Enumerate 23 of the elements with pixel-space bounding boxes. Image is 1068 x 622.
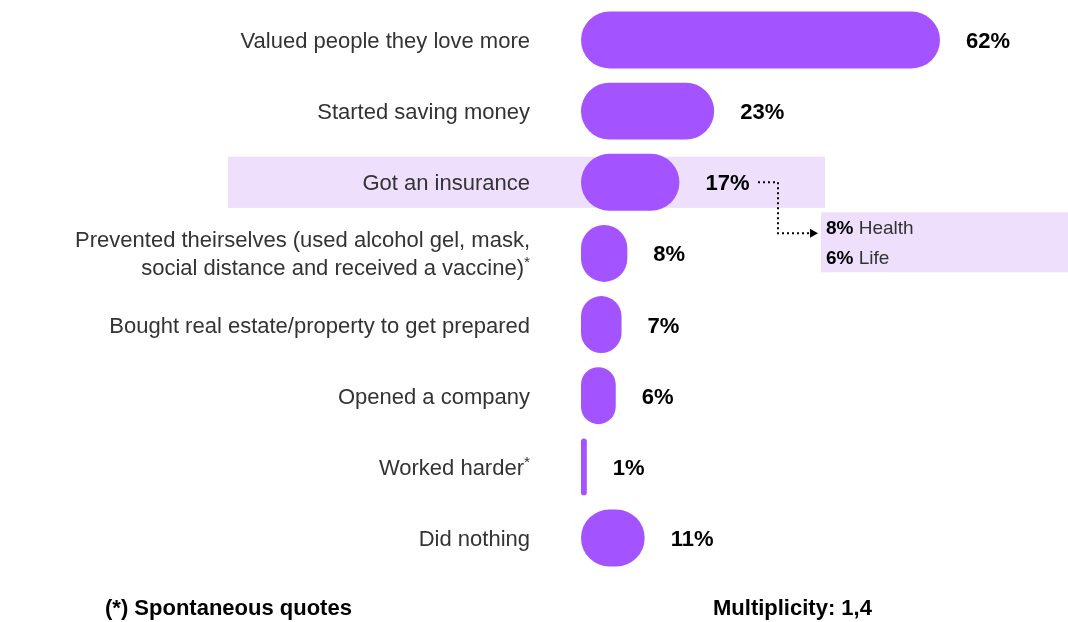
y-tick-label: Opened a company [337,383,530,409]
annotation: 8% Health [826,217,914,239]
data-label: 11% [670,525,714,551]
data-label: 7% [647,312,680,338]
annotation: 6% Life [826,247,890,269]
data-label: 62% [966,28,1011,54]
data-label: 1% [612,454,645,480]
y-tick-label: Got an insurance [362,170,530,196]
y-tick-label: Worked harder$^{*}$ [378,452,530,480]
data-label: 23% [740,99,785,125]
data-label: 8% [653,241,686,267]
bar [581,82,715,140]
text: Multiplicity: 1,4 [713,595,873,620]
bar [581,438,587,496]
data-label: 17% [705,170,750,196]
y-tick-label: Valued people they love more [240,28,530,54]
text: (*) Spontaneous quotes [105,595,352,620]
data-label: 6% [641,383,674,409]
bar [581,11,940,69]
y-tick-label: Started saving money [317,99,530,125]
y-tick-label: Prevented theirselves (used alcohol gel, mask, social distance and received a vaccine)$^{*}$ [75,227,530,281]
y-tick-label: Bought real estate/property to get prepared [109,312,530,338]
y-tick-label: Did nothing [418,525,530,551]
